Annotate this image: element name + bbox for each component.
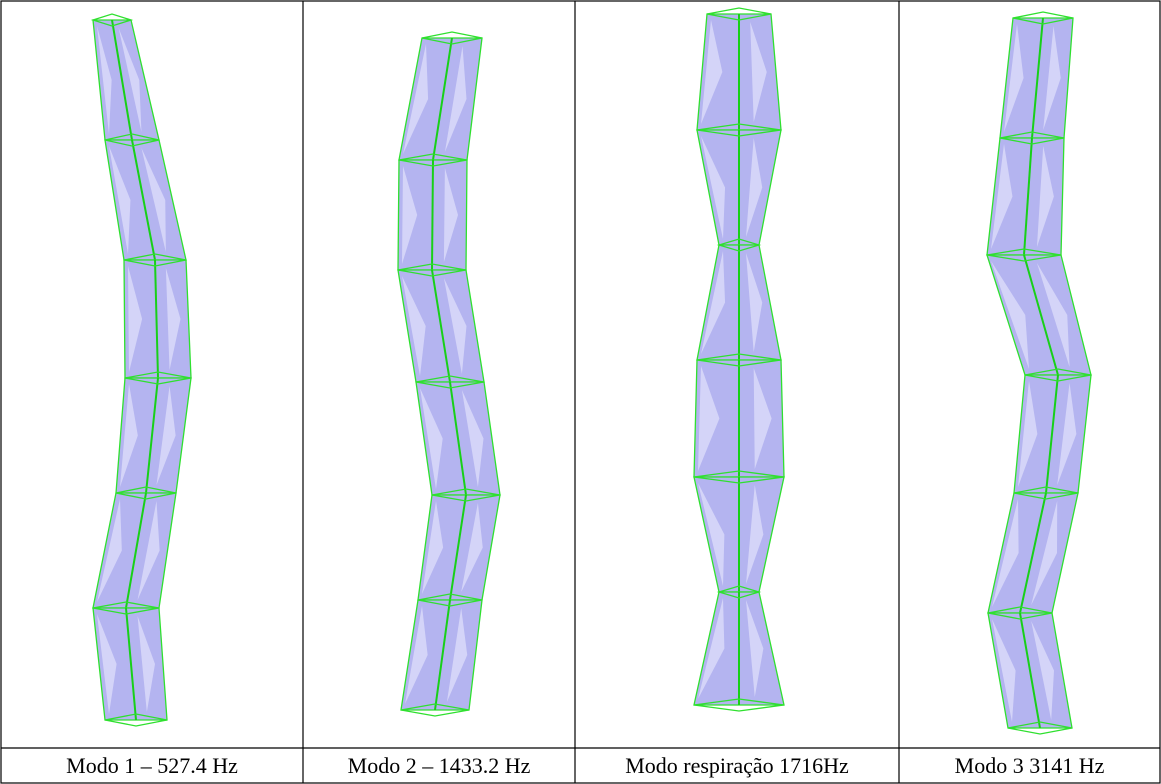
beam-segment — [93, 20, 159, 140]
caption: Modo respiração 1716Hz — [575, 749, 899, 783]
beam-segment — [399, 38, 482, 160]
mode-shapes — [93, 8, 1091, 734]
beam-segment — [987, 255, 1091, 375]
figure-table — [0, 0, 1161, 784]
page: Modo 1 – 527.4 Hz Modo 2 – 1433.2 Hz Mod… — [0, 0, 1161, 784]
caption: Modo 2 – 1433.2 Hz — [303, 749, 575, 783]
caption: Modo 3 3141 Hz — [899, 749, 1160, 783]
beam-axis — [432, 160, 433, 270]
beam-segment — [93, 493, 176, 608]
caption: Modo 1 – 527.4 Hz — [1, 749, 303, 783]
